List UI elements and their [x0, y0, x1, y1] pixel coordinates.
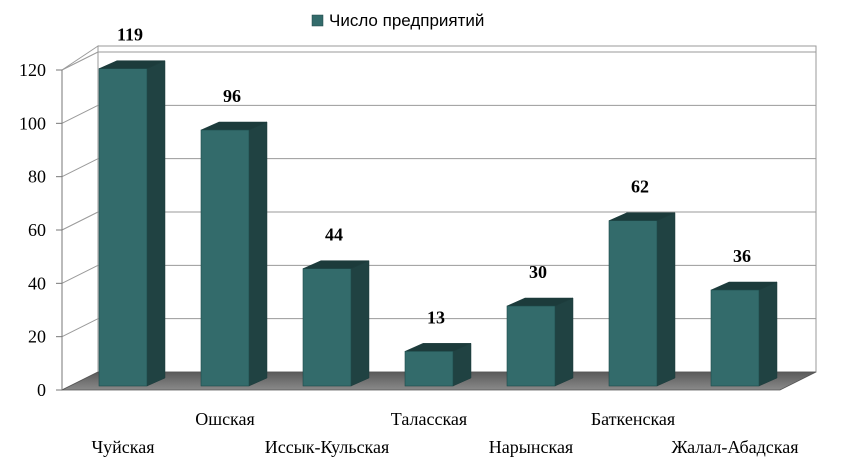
bar-front	[200, 129, 250, 387]
bar-side	[758, 281, 778, 387]
bar	[302, 260, 370, 387]
bar-front	[608, 220, 658, 387]
bar	[506, 297, 574, 387]
legend-swatch	[311, 14, 324, 27]
y-tick-label: 80	[28, 167, 46, 187]
y-tick-label: 0	[37, 380, 46, 400]
grid-line-side	[61, 51, 99, 71]
data-label: 44	[325, 225, 343, 245]
x-tick-label: Жалал-Абадская	[671, 437, 798, 457]
bar-side	[350, 260, 370, 387]
grid-line-side	[61, 318, 99, 338]
y-tick-label: 120	[19, 60, 46, 80]
bar-side	[554, 297, 574, 387]
x-tick-label: Иссык-Кульская	[265, 437, 390, 457]
plot-walls	[61, 45, 817, 391]
x-tick-label: Баткенская	[591, 409, 675, 429]
bar-side	[248, 121, 268, 387]
bar-front	[404, 351, 454, 387]
bars	[98, 60, 778, 387]
x-tick-label: Чуйская	[91, 437, 154, 457]
data-label: 36	[733, 246, 751, 266]
data-label: 62	[631, 177, 649, 197]
bar	[98, 60, 166, 387]
bar-side	[656, 212, 676, 387]
y-tick-label: 40	[28, 273, 46, 293]
legend: Число предприятий	[311, 11, 484, 30]
grid-line-side	[61, 158, 99, 178]
grid-line-side	[61, 104, 99, 124]
x-tick-label: Ошская	[195, 409, 255, 429]
bar-front	[710, 289, 760, 387]
y-tick-label: 60	[28, 220, 46, 240]
data-label: 13	[427, 307, 445, 327]
y-tick-label: 100	[19, 113, 46, 133]
bar-side	[146, 60, 166, 387]
x-tick-label: Нарынская	[489, 437, 573, 457]
bar	[200, 121, 268, 387]
legend-label: Число предприятий	[329, 11, 484, 30]
x-tick-label: Таласская	[391, 409, 467, 429]
bar	[710, 281, 778, 387]
bar-front	[506, 305, 556, 387]
data-label: 30	[529, 262, 547, 282]
data-label: 96	[223, 86, 241, 106]
y-tick-label: 20	[28, 327, 46, 347]
data-labels: 119 96 44 13 30 62 36	[117, 25, 751, 328]
bar	[404, 342, 472, 387]
data-label: 119	[117, 25, 143, 45]
bar	[608, 212, 676, 387]
side-wall	[61, 45, 99, 391]
y-axis: 0 20 40 60 80 100 120	[19, 60, 63, 400]
grid-line-side	[61, 264, 99, 284]
grid-line-side	[61, 211, 99, 231]
bar-front	[98, 68, 148, 387]
bar-front	[302, 268, 352, 387]
